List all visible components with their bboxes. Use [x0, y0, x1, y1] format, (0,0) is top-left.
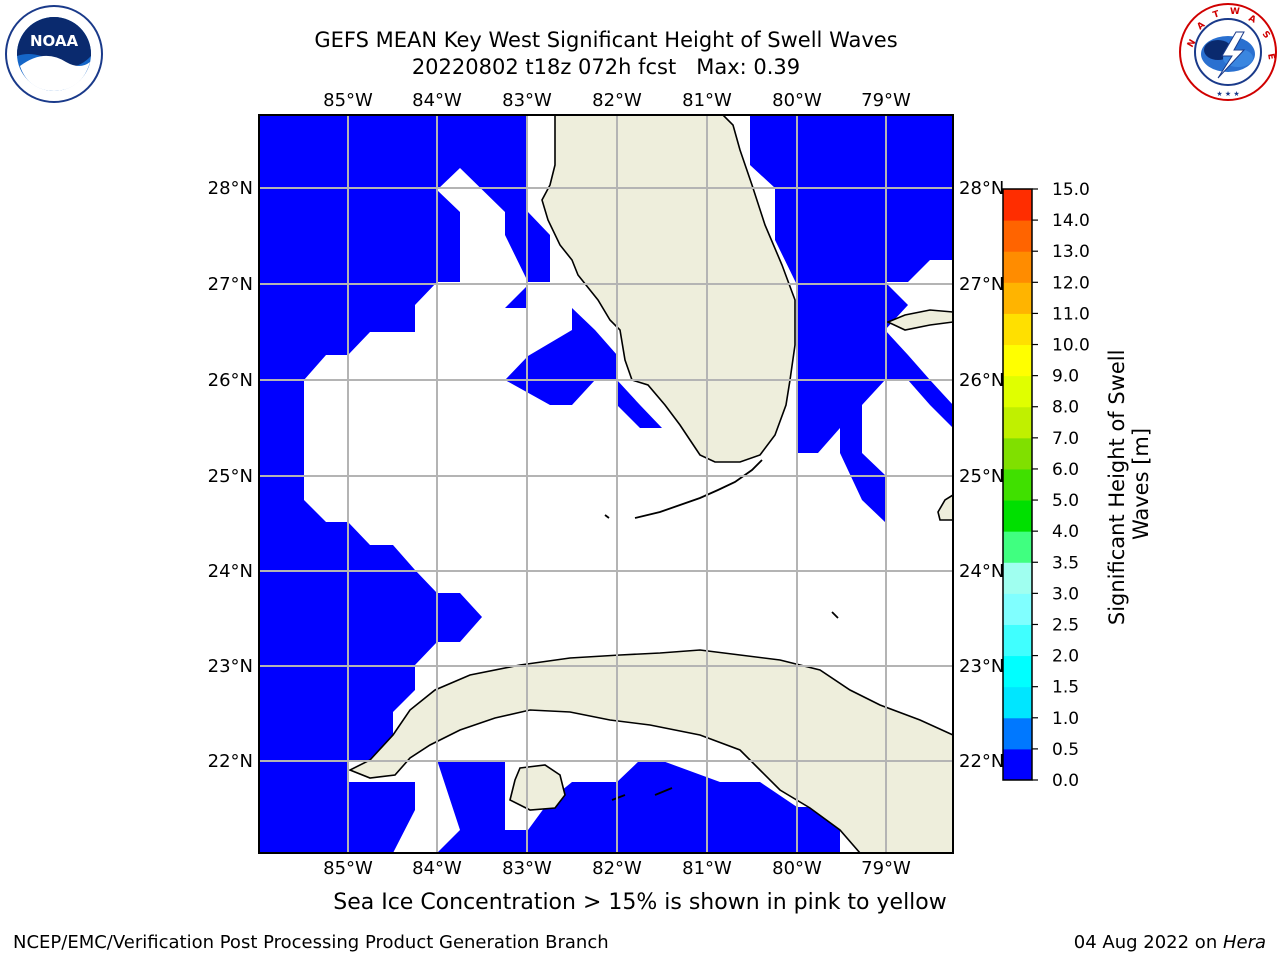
lon-label: 79°W [861, 90, 911, 111]
lat-label: 24°N [208, 561, 253, 582]
colorbar-segment [1003, 748, 1032, 781]
florida-keys [604, 459, 839, 801]
svg-text:A: A [1196, 20, 1208, 32]
noaa-logo-icon: NOAA [5, 5, 103, 103]
date-stamp: 04 Aug 2022 on Hera [1073, 932, 1266, 953]
colorbar-tick-label: 2.5 [1052, 615, 1079, 635]
colorbar-tick-label: 12.0 [1052, 273, 1090, 293]
colorbar-label: Significant Height of Swell Waves [m] [1105, 343, 1153, 625]
lon-label: 79°W [861, 858, 911, 879]
lon-label: 84°W [412, 90, 462, 111]
colorbar-tick-label: 0.5 [1052, 740, 1079, 760]
lon-labels-bottom: 85°W 84°W 83°W 82°W 81°W 80°W 79°W [323, 858, 911, 879]
lat-label: 26°N [208, 370, 253, 391]
colorbar-tick-label: 3.5 [1052, 553, 1079, 573]
lat-labels-left: 28°N 27°N 26°N 25°N 24°N 23°N 22°N [208, 178, 253, 772]
svg-text:A: A [1247, 14, 1258, 26]
colorbar-tick-label: 15.0 [1052, 180, 1090, 200]
lat-labels-right: 28°N 27°N 26°N 25°N 24°N 23°N 22°N [959, 178, 1004, 772]
sea-ice-note: Sea Ice Concentration > 15% is shown in … [333, 890, 947, 915]
map-title: GEFS MEAN Key West Significant Height of… [314, 28, 898, 52]
lat-label: 25°N [959, 466, 1004, 487]
svg-text:N: N [1186, 38, 1198, 50]
colorbar-segment [1003, 655, 1032, 688]
map-frame [258, 114, 954, 854]
colorbar-tick-label: 1.0 [1052, 709, 1079, 729]
colorbar-segment [1003, 344, 1032, 377]
svg-text:W: W [1230, 7, 1240, 17]
lat-label: 28°N [208, 178, 253, 199]
lat-label: 25°N [208, 466, 253, 487]
lon-label: 82°W [592, 858, 642, 879]
svg-text:★ ★ ★: ★ ★ ★ [1216, 90, 1239, 98]
colorbar-segment [1003, 562, 1032, 594]
lat-label: 23°N [959, 656, 1004, 677]
swell-field [259, 115, 953, 853]
colorbar-tick-label: 10.0 [1052, 336, 1090, 356]
lon-labels-top: 85°W 84°W 83°W 82°W 81°W 80°W 79°W [323, 90, 911, 111]
lat-label: 23°N [208, 656, 253, 677]
colorbar-frame [1002, 188, 1033, 781]
colorbar-segment [1003, 313, 1032, 346]
colorbar-tick-label: 4.0 [1052, 522, 1079, 542]
branch-credit: NCEP/EMC/Verification Post Processing Pr… [13, 932, 609, 953]
svg-text:E: E [1265, 53, 1276, 61]
colorbar-tick-label: 14.0 [1052, 211, 1090, 231]
lat-label: 27°N [208, 274, 253, 295]
colorbar-tick-label: 8.0 [1052, 398, 1079, 418]
colorbar-segment [1003, 189, 1032, 221]
lon-label: 84°W [412, 858, 462, 879]
map-subtitle: 20220802 t18z 072h fcst Max: 0.39 [411, 55, 801, 79]
lat-label: 26°N [959, 370, 1004, 391]
colorbar-segment [1003, 437, 1032, 470]
nws-logo-icon: N A T W A S E ★ ★ ★ [1179, 3, 1277, 101]
colorbar-tick-label: 0.0 [1052, 771, 1079, 791]
land-masses [348, 115, 953, 853]
lon-label: 85°W [323, 90, 373, 111]
lon-label: 83°W [502, 858, 552, 879]
colorbar-tick-label: 5.0 [1052, 491, 1079, 511]
lon-label: 82°W [592, 90, 642, 111]
host-name: Hera [1222, 932, 1266, 953]
lon-label: 80°W [772, 858, 822, 879]
lon-label: 81°W [682, 858, 732, 879]
lat-label: 22°N [208, 751, 253, 772]
colorbar-tick-label: 2.0 [1052, 647, 1079, 667]
lat-label: 28°N [959, 178, 1004, 199]
colorbar-tick-label: 7.0 [1052, 429, 1079, 449]
svg-text:S: S [1260, 30, 1272, 41]
colorbar-segment [1003, 220, 1032, 252]
lon-label: 85°W [323, 858, 373, 879]
colorbar-segment [1003, 375, 1032, 408]
svg-text:NOAA: NOAA [30, 32, 79, 50]
colorbar-segment [1003, 468, 1032, 501]
colorbar-segment [1003, 282, 1032, 314]
lat-label: 22°N [959, 751, 1004, 772]
colorbar-tick-label: 1.5 [1052, 678, 1079, 698]
colorbar-tick-label: 6.0 [1052, 460, 1079, 480]
colorbar-tick-label: 13.0 [1052, 242, 1090, 262]
colorbar-segment [1003, 500, 1032, 532]
colorbar-segment [1003, 593, 1032, 625]
lon-label: 81°W [682, 90, 732, 111]
svg-text:T: T [1212, 9, 1222, 21]
lat-label: 27°N [959, 274, 1004, 295]
lon-label: 83°W [502, 90, 552, 111]
colorbar-segment [1003, 686, 1032, 719]
colorbar-segment [1003, 406, 1032, 439]
colorbar-segment [1003, 624, 1032, 657]
colorbar: 0.0 0.5 1.0 1.5 2.0 2.5 3.0 3.5 4.0 5.0 6.0 7.0 8.0 9… [1002, 180, 1090, 791]
colorbar-segment [1003, 717, 1032, 750]
colorbar-segment [1003, 531, 1032, 563]
lat-label: 24°N [959, 561, 1004, 582]
map-area [259, 115, 953, 853]
gridlines [259, 115, 953, 853]
lon-label: 80°W [772, 90, 822, 111]
colorbar-tick-label: 11.0 [1052, 304, 1090, 324]
colorbar-tick-label: 3.0 [1052, 584, 1079, 604]
colorbar-tick-label: 9.0 [1052, 367, 1079, 387]
colorbar-segment [1003, 251, 1032, 283]
